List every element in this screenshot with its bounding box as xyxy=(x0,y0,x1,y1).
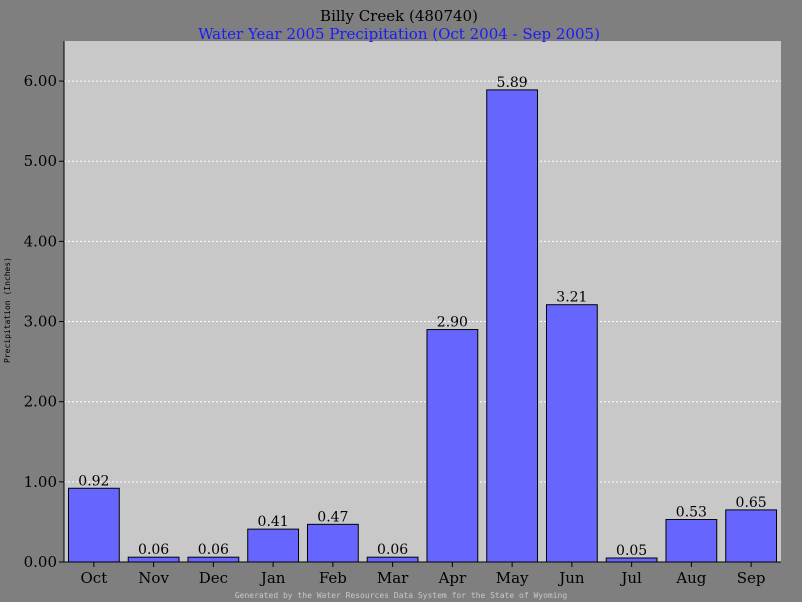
plot-area xyxy=(64,41,781,562)
data-label: 0.05 xyxy=(616,543,647,559)
y-tick-label: 2.00 xyxy=(24,393,57,411)
bar-jun xyxy=(545,304,598,563)
data-label: 0.41 xyxy=(258,514,289,530)
footer-note: Generated by the Water Resources Data Sy… xyxy=(235,591,568,600)
bar-oct xyxy=(67,487,120,563)
x-tick-label: Sep xyxy=(737,569,766,587)
x-tick-label: Jan xyxy=(259,569,286,587)
x-tick-label: Nov xyxy=(138,569,169,587)
bar-jan xyxy=(247,528,300,563)
data-label: 0.47 xyxy=(317,509,348,525)
y-tick-label: 4.00 xyxy=(24,232,57,250)
bar-may xyxy=(486,89,539,563)
bar-aug xyxy=(665,519,718,563)
bar-apr xyxy=(426,329,479,563)
bar-sep xyxy=(725,509,778,563)
x-tick-label: Oct xyxy=(81,569,108,587)
x-tick-label: Feb xyxy=(319,569,347,587)
data-label: 0.53 xyxy=(676,505,707,521)
data-label: 3.21 xyxy=(556,290,587,306)
data-label: 0.92 xyxy=(78,473,109,489)
x-tick-label: Jun xyxy=(557,569,585,587)
data-label: 0.06 xyxy=(138,542,169,558)
chart-title: Billy Creek (480740) xyxy=(320,7,478,25)
x-tick-label: Aug xyxy=(675,569,706,587)
x-tick-label: Dec xyxy=(199,569,228,587)
data-label: 2.90 xyxy=(437,315,468,331)
chart-subtitle: Water Year 2005 Precipitation (Oct 2004 … xyxy=(198,25,600,43)
x-tick-label: Mar xyxy=(377,569,409,587)
y-axis-label: Precipitation (Inches) xyxy=(3,257,12,363)
y-tick-label: 5.00 xyxy=(24,152,57,170)
y-tick-label: 3.00 xyxy=(24,313,57,331)
x-tick-label: Jul xyxy=(619,569,642,587)
y-tick-label: 0.00 xyxy=(24,553,57,571)
data-label: 0.06 xyxy=(198,542,229,558)
y-tick-label: 6.00 xyxy=(24,72,57,90)
data-label: 0.06 xyxy=(377,542,408,558)
data-label: 5.89 xyxy=(497,75,528,91)
x-tick-label: Apr xyxy=(438,569,467,587)
y-tick-label: 1.00 xyxy=(24,473,57,491)
x-tick-label: May xyxy=(496,569,529,587)
data-label: 0.65 xyxy=(736,495,767,511)
bar-feb xyxy=(306,523,359,563)
